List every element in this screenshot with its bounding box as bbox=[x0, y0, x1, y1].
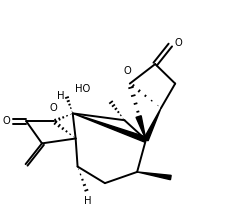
Text: HO: HO bbox=[75, 84, 90, 94]
Text: H: H bbox=[57, 91, 64, 101]
Polygon shape bbox=[144, 108, 161, 141]
Text: O: O bbox=[50, 103, 58, 113]
Polygon shape bbox=[136, 116, 146, 140]
Text: O: O bbox=[123, 66, 131, 76]
Polygon shape bbox=[137, 172, 171, 180]
Text: H: H bbox=[84, 196, 91, 206]
Polygon shape bbox=[73, 113, 147, 142]
Text: O: O bbox=[3, 116, 10, 126]
Text: O: O bbox=[174, 38, 182, 48]
